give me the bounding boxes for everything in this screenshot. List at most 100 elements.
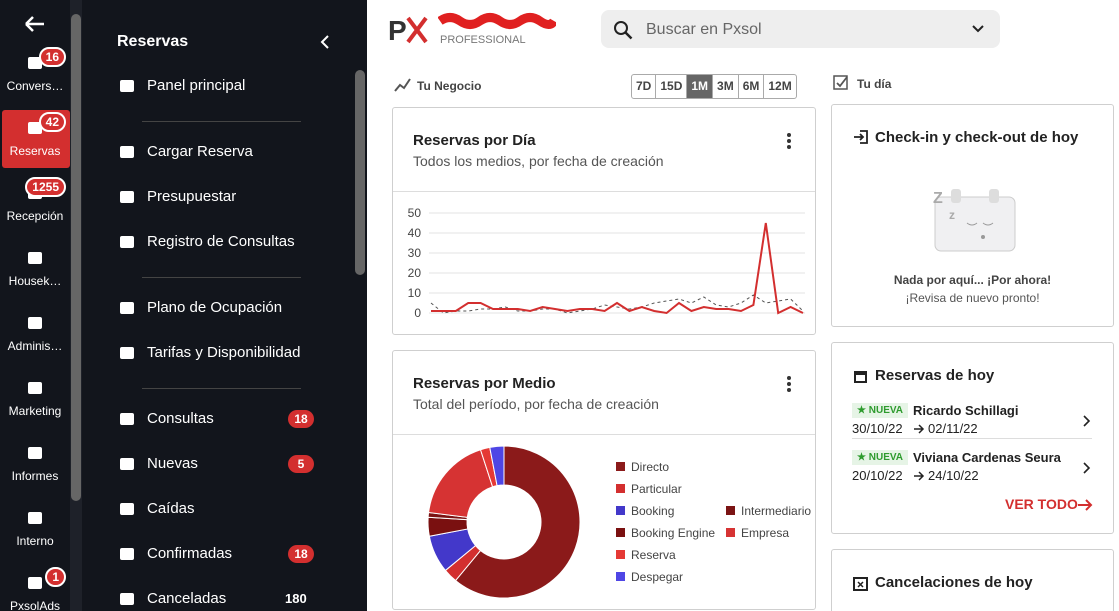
more-icon[interactable] [786, 375, 792, 393]
rail-label[interactable]: Informes [11, 469, 59, 483]
legend-label: Empresa [741, 526, 789, 540]
menu-item[interactable]: Caídas [147, 500, 195, 517]
menu-item[interactable]: Tarifas y Disponibilidad [147, 344, 301, 361]
chevron[interactable] [1082, 462, 1092, 474]
icon-shape [120, 347, 134, 359]
see-all-link[interactable]: VER TODO [1005, 496, 1078, 512]
icon-shape [120, 503, 134, 515]
icon [28, 252, 42, 264]
rail-badge: 16 [38, 47, 66, 67]
menu-item[interactable]: Nuevas [147, 455, 198, 472]
rail-label[interactable]: Marketing [8, 404, 62, 418]
icon-shape [28, 252, 42, 264]
menu-item[interactable]: Presupuestar [147, 188, 237, 205]
icon [28, 512, 42, 524]
pie-slice [489, 445, 505, 487]
card-title: Cancelaciones de hoy [875, 574, 1033, 591]
icon [120, 548, 134, 560]
menu-item[interactable]: Registro de Consultas [147, 233, 295, 250]
icon-shape [28, 382, 42, 394]
menu-badge: 5 [288, 455, 314, 473]
guest-name[interactable]: Ricardo Schillagi [913, 403, 1019, 418]
rail-label[interactable]: PxsolAds [9, 599, 61, 611]
card-title: Check-in y check-out de hoy [875, 129, 1079, 146]
logo: P [388, 15, 428, 46]
scroll-thumb [71, 14, 81, 501]
rail-scrollbar [70, 0, 82, 611]
rail-label[interactable]: Reservas [9, 144, 61, 158]
range-button[interactable]: 3M [712, 75, 738, 98]
back-icon[interactable] [23, 14, 47, 34]
rail-label[interactable]: Convers… [6, 79, 64, 93]
rail-label[interactable]: Recepción [6, 209, 64, 223]
guest-name[interactable]: Viviana Cardenas Seura [913, 450, 1061, 465]
menu-badge: 18 [288, 545, 314, 563]
menu-item[interactable]: Canceladas [147, 590, 227, 607]
legend-label: Booking [631, 504, 674, 518]
empty-text: ¡Revisa de nuevo pronto! [905, 291, 1040, 305]
line-chart: 0 10 20 30 40 50 [408, 206, 805, 320]
rail-badge: 42 [38, 112, 66, 132]
rail-label[interactable]: Interno [16, 534, 54, 548]
arrow-icon[interactable] [1077, 498, 1093, 512]
legend-label: Reserva [631, 548, 676, 562]
legend-label: Intermediario [741, 504, 811, 518]
icon-shape [120, 236, 134, 248]
icon [120, 458, 134, 470]
range-button[interactable]: 1M [686, 75, 713, 98]
legend-swatch [726, 528, 735, 537]
more-icon[interactable] [786, 132, 792, 150]
icon-shape [120, 593, 134, 605]
icon-shape [120, 191, 134, 203]
range-button[interactable]: 12M [763, 75, 795, 98]
chevron-path [1083, 462, 1091, 474]
icon-shape [120, 413, 134, 425]
card-subtitle: Total del período, por fecha de creación [413, 396, 659, 412]
range-button[interactable]: 6M [737, 75, 764, 98]
line-series [431, 222, 804, 315]
menu-item[interactable]: Consultas [147, 410, 214, 427]
menu-divider [142, 121, 301, 122]
line-series [430, 294, 804, 314]
divider [393, 434, 815, 435]
legend-swatch [726, 506, 735, 515]
card-title: Reservas por Medio [413, 375, 556, 392]
menu-item[interactable]: Plano de Ocupación [147, 299, 283, 316]
legend-swatch [616, 528, 625, 537]
empty-illustration: Zz [933, 189, 1016, 252]
card-title: Reservas de hoy [875, 367, 995, 384]
business-label: Tu Negocio [417, 79, 482, 93]
calendar-icon [853, 577, 868, 591]
date-to: 24/10/22 [928, 468, 979, 483]
menu-item[interactable]: Cargar Reserva [147, 143, 253, 160]
icon-shape [120, 458, 134, 470]
arrow [914, 471, 925, 481]
collapse-icon[interactable] [318, 34, 332, 50]
scroll-thumb [355, 70, 365, 275]
search-placeholder: Buscar en Pxsol [646, 21, 762, 38]
y-tick-label: 40 [408, 226, 422, 240]
pie-card: Reservas por Medio Total del período, po… [392, 350, 816, 610]
tag: ★ NUEVA [852, 403, 909, 418]
rail-badge: 1255 [25, 177, 66, 197]
icon [120, 503, 134, 515]
menu-divider [142, 277, 301, 278]
icon-shape [28, 447, 42, 459]
icon [120, 236, 134, 248]
menu-item[interactable]: Confirmadas [147, 545, 233, 562]
range-button[interactable]: 7D [636, 79, 652, 93]
rail-label[interactable]: Adminis… [7, 339, 63, 353]
search-box[interactable]: Buscar en Pxsol [601, 10, 1000, 48]
search-icon [614, 21, 633, 40]
chevron[interactable] [1082, 415, 1092, 427]
empty-title: Nada por aquí... ¡Por ahora! [893, 273, 1052, 287]
today-icon [833, 75, 848, 90]
menu-item[interactable]: Panel principal [147, 77, 246, 94]
menu-badge: 180 [285, 591, 307, 606]
checkin-icon [854, 130, 868, 144]
date-from: 30/10/22 [852, 421, 903, 436]
range-button[interactable]: 15D [655, 75, 686, 98]
rail-label[interactable]: Housek… [8, 274, 62, 288]
date-from: 20/10/22 [852, 468, 903, 483]
